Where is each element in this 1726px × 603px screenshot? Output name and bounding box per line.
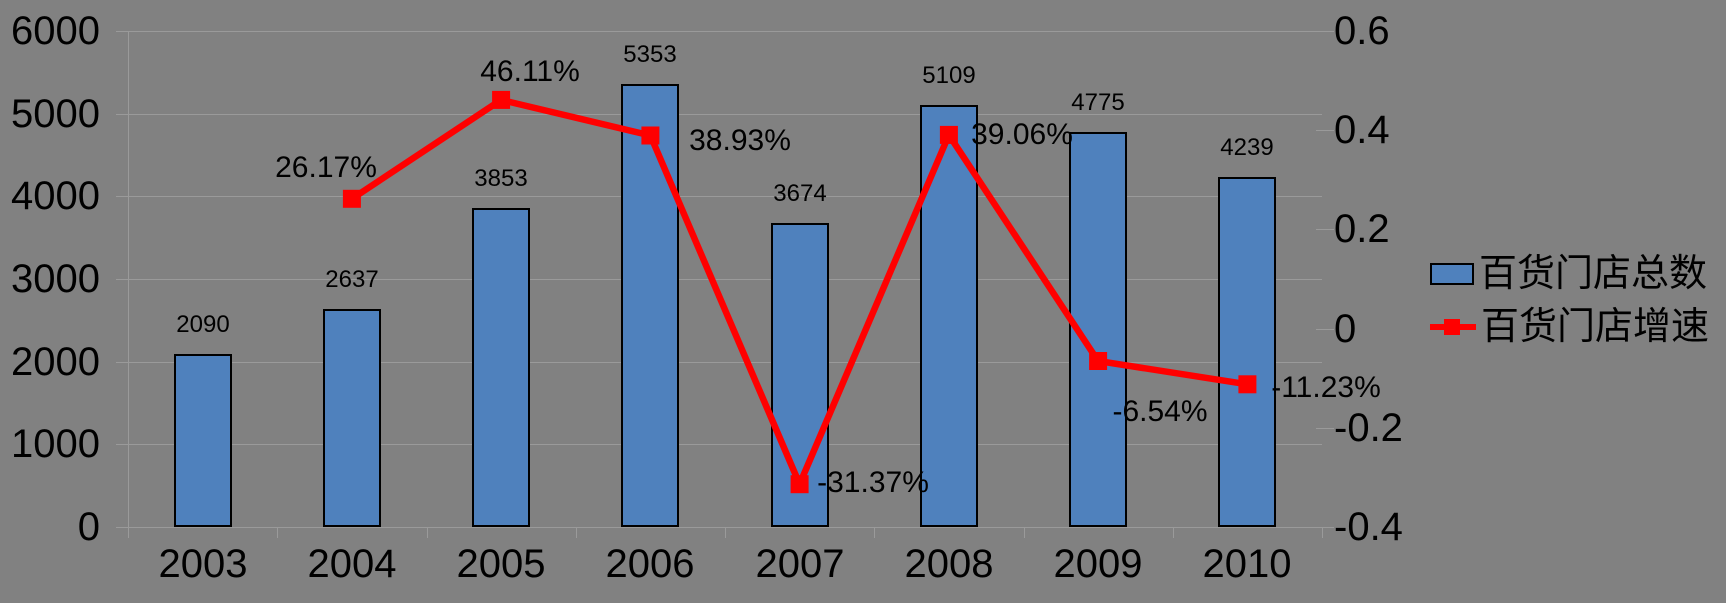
legend-square-marker: [1444, 319, 1460, 335]
bar-2006: [621, 84, 679, 527]
right-axis-tick: [1316, 130, 1334, 131]
y-axis-label-right: 0.2: [1334, 207, 1390, 251]
line-value-label: 46.11%: [480, 55, 580, 88]
gridline: [128, 31, 1322, 32]
line-marker: [1089, 352, 1108, 370]
right-axis-tick: [1316, 229, 1334, 230]
bar-value-label: 3674: [773, 180, 827, 207]
bar-2004: [323, 309, 381, 527]
growth-line: [350, 96, 1248, 493]
x-axis-tick: [277, 527, 278, 538]
x-axis-tick: [128, 527, 129, 538]
y-axis-label-left: 0: [77, 505, 100, 549]
left-axis-tick: [116, 196, 128, 197]
left-axis-tick: [116, 279, 128, 280]
x-axis-label: 2005: [456, 542, 546, 586]
y-axis-label-right: 0.4: [1334, 108, 1390, 152]
line-marker: [641, 126, 660, 145]
left-axis-tick: [116, 444, 128, 445]
left-axis-line: [128, 31, 129, 527]
bar-value-label: 5109: [922, 62, 976, 89]
line-value-label: -31.37%: [817, 466, 929, 499]
x-axis-tick: [874, 527, 875, 538]
y-axis-label-left: 6000: [11, 9, 100, 53]
left-axis-tick: [116, 527, 128, 528]
left-axis-tick: [116, 362, 128, 363]
x-axis-tick: [1173, 527, 1174, 538]
line-value-label: 39.06%: [971, 118, 1073, 151]
y-axis-label-left: 2000: [11, 340, 100, 384]
x-axis-label: 2008: [904, 542, 994, 586]
gridline: [128, 196, 1322, 197]
x-axis-label: 2010: [1202, 542, 1292, 586]
right-axis-tick: [1316, 527, 1334, 528]
y-axis-label-left: 4000: [11, 174, 100, 218]
bar-value-label: 4239: [1220, 134, 1274, 161]
line-value-label: -6.54%: [1112, 395, 1208, 428]
line-marker: [790, 475, 809, 494]
bar-value-label: 4775: [1071, 89, 1125, 116]
legend-label-bar-series: 百货门店总数: [1479, 253, 1708, 295]
legend-label-line-series: 百货门店增速: [1481, 306, 1710, 348]
x-axis-label: 2006: [605, 542, 695, 586]
x-axis-label: 2004: [307, 542, 397, 586]
right-axis-tick: [1316, 31, 1334, 32]
gridline: [128, 114, 1322, 115]
x-axis-label: 2007: [755, 542, 845, 586]
left-axis-tick: [116, 31, 128, 32]
line-marker: [1238, 375, 1257, 394]
x-axis-tick: [427, 527, 428, 538]
y-axis-label-left: 3000: [11, 257, 100, 301]
x-axis-label: 2003: [158, 542, 248, 586]
y-axis-label-left: 5000: [11, 92, 100, 136]
legend-item-line-series: 百货门店增速: [1430, 305, 1709, 349]
line-value-label: 38.93%: [689, 124, 791, 157]
bar-value-label: 2637: [325, 266, 379, 293]
bar-swatch-icon: [1430, 263, 1474, 285]
bar-2010: [1218, 177, 1276, 527]
bar-2005: [472, 208, 530, 527]
y-axis-label-right: 0.6: [1334, 9, 1390, 53]
bar-2003: [174, 354, 232, 527]
bar-value-label: 5353: [623, 41, 677, 68]
line-marker-swatch-icon: [1430, 316, 1476, 338]
right-axis-tick: [1316, 428, 1334, 429]
bar-value-label: 3853: [474, 165, 528, 192]
x-axis-tick: [1322, 527, 1323, 538]
x-axis-tick: [576, 527, 577, 538]
gridline: [128, 362, 1322, 363]
gridline: [128, 444, 1322, 445]
left-axis-tick: [116, 114, 128, 115]
line-marker: [492, 90, 511, 109]
x-axis-tick: [1024, 527, 1025, 538]
legend-item-bar-series: 百货门店总数: [1430, 252, 1709, 296]
line-value-label: -11.23%: [1271, 371, 1381, 404]
right-axis-tick: [1316, 329, 1334, 330]
y-axis-label-right: -0.2: [1334, 406, 1403, 450]
x-axis-label: 2009: [1053, 542, 1143, 586]
line-marker: [939, 125, 958, 144]
y-axis-label-right: -0.4: [1334, 505, 1403, 549]
line-value-label: 26.17%: [275, 151, 377, 184]
y-axis-label-right: 0: [1334, 307, 1357, 351]
x-axis-tick: [725, 527, 726, 538]
gridline: [128, 279, 1322, 280]
bar-value-label: 2090: [176, 311, 230, 338]
line-marker: [342, 189, 361, 208]
y-axis-label-left: 1000: [11, 422, 100, 466]
legend: 百货门店总数 百货门店增速: [1430, 252, 1709, 349]
